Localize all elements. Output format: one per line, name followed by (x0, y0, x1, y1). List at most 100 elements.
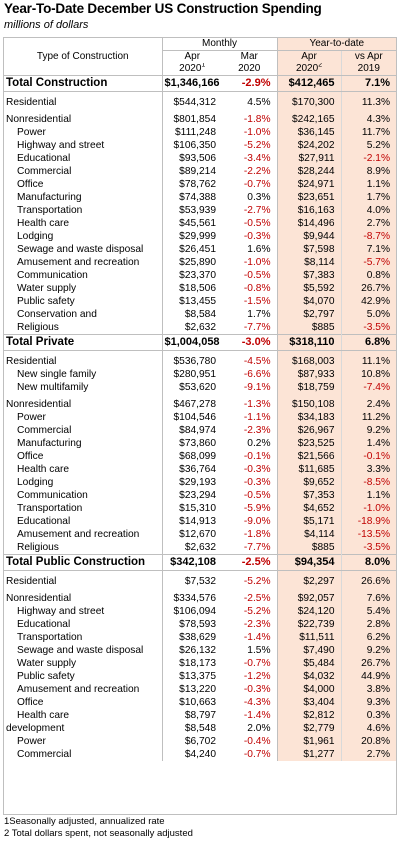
spacer-cell (222, 588, 278, 592)
construction-type-cell: Communication (17, 490, 88, 501)
mar-2020-change-cell: -2.7% (222, 204, 278, 217)
mar-2020-change-cell: -7.7% (222, 541, 278, 555)
spacer-cell (277, 570, 342, 575)
vs-apr-2019-change-cell: 11.7% (340, 126, 397, 139)
table-row: Religious $2,632 -7.7% $885 -3.5% (4, 541, 397, 555)
spacer-row (4, 570, 397, 575)
vs-apr-2019-change-cell: 6.8% (340, 334, 397, 351)
construction-type-cell: Water supply (17, 283, 77, 294)
construction-type-cell: Nonresidential (6, 593, 72, 604)
apr-2020-value-cell: $1,004,058 (161, 334, 222, 351)
mar-2020-change-cell: 0.3% (222, 191, 278, 204)
header-row-years: 20201 2020 20202 2019 (4, 63, 397, 76)
construction-type-cell: Manufacturing (17, 438, 82, 449)
header-ytd-apr-month: Apr (277, 50, 342, 63)
table-row: Health care $45,561 -0.5% $14,496 2.7% (4, 217, 397, 230)
table-row: Office $78,762 -0.7% $24,971 1.1% (4, 178, 397, 191)
vs-apr-2019-change-cell: 7.1% (340, 243, 397, 256)
vs-apr-2019-change-cell: -5.7% (340, 256, 397, 269)
vs-apr-2019-change-cell: 20.8% (340, 735, 397, 748)
construction-type-cell: Lodging (17, 477, 54, 488)
vs-apr-2019-change-cell: 3.8% (340, 683, 397, 696)
ytd-apr-2020-value-cell: $885 (277, 321, 342, 335)
vs-apr-2019-change-cell: 4.6% (340, 722, 397, 735)
table-row: New multifamily $53,620 -9.1% $18,759 -7.4% (4, 381, 397, 394)
spacer-cell (161, 394, 222, 398)
table-row: Public safety $13,455 -1.5% $4,070 42.9% (4, 295, 397, 308)
mar-2020-change-cell: 1.7% (222, 308, 278, 321)
construction-type-cell: Conservation and (17, 309, 97, 320)
mar-2020-change-cell: -5.2% (222, 139, 278, 152)
apr-2020-value-cell: $15,310 (161, 502, 222, 515)
apr-2020-value-cell: $84,974 (161, 424, 222, 437)
construction-type-cell: Religious (17, 322, 59, 333)
vs-apr-2019-change-cell: 8.0% (340, 554, 397, 571)
table-row: Nonresidential $801,854 -1.8% $242,165 4.3% (4, 113, 397, 126)
spacer-row (4, 91, 397, 96)
ytd-apr-2020-value-cell: $21,566 (277, 450, 342, 463)
footnote-2: 2 Total dollars spent, not seasonally ad… (4, 828, 193, 839)
vs-apr-2019-change-cell: 10.8% (340, 368, 397, 381)
mar-2020-change-cell: -9.0% (222, 515, 278, 528)
mar-2020-change-cell: 1.5% (222, 644, 278, 657)
construction-type-cell: Highway and street (17, 140, 105, 151)
footnote-marker-2: 2 (318, 63, 323, 69)
table-row: Transportation $15,310 -5.9% $4,652 -1.0% (4, 502, 397, 515)
vs-apr-2019-change-cell: 8.9% (340, 165, 397, 178)
mar-2020-change-cell: -1.5% (222, 295, 278, 308)
vs-apr-2019-change-cell: 11.1% (340, 355, 397, 368)
apr-2020-value-cell: $93,506 (161, 152, 222, 165)
spacer-cell (277, 91, 342, 96)
ytd-apr-2020-value-cell: $5,592 (277, 282, 342, 295)
ytd-apr-2020-value-cell: $5,171 (277, 515, 342, 528)
apr-2020-value-cell: $280,951 (161, 368, 222, 381)
spacer-cell (277, 588, 342, 592)
ytd-apr-2020-value-cell: $22,739 (277, 618, 342, 631)
header-apr-year: 20201 (161, 63, 222, 76)
construction-type-cell: Manufacturing (17, 192, 82, 203)
apr-2020-value-cell: $29,999 (161, 230, 222, 243)
vs-apr-2019-change-cell: 26.7% (340, 657, 397, 670)
spacer-cell (340, 109, 397, 113)
ytd-apr-2020-value-cell: $4,032 (277, 670, 342, 683)
vs-apr-2019-change-cell: 44.9% (340, 670, 397, 683)
table-row: New single family $280,951 -6.6% $87,933 10.… (4, 368, 397, 381)
spending-table-body: Type of Construction Monthly Year-to-dat… (4, 38, 397, 761)
spacer-row (4, 109, 397, 113)
table-row: Power $6,702 -0.4% $1,961 20.8% (4, 735, 397, 748)
ytd-apr-2020-value-cell: $2,812 (277, 709, 342, 722)
spacer-cell (222, 350, 278, 355)
spacer-cell (222, 394, 278, 398)
header-ytd-apr-year: 20202 (277, 63, 342, 76)
table-row: development $8,548 2.0% $2,779 4.6% (4, 722, 397, 735)
vs-apr-2019-change-cell: 1.1% (340, 178, 397, 191)
spacer-cell (161, 91, 222, 96)
vs-apr-2019-change-cell: -0.1% (340, 450, 397, 463)
header-year-to-date: Year-to-date (277, 38, 397, 51)
construction-type-cell: Public safety (17, 671, 75, 682)
header-apr-year-text: 2020 (179, 63, 202, 74)
mar-2020-change-cell: -0.7% (222, 748, 278, 761)
vs-apr-2019-change-cell: 1.4% (340, 437, 397, 450)
ytd-apr-2020-value-cell: $2,297 (277, 575, 342, 588)
apr-2020-value-cell: $111,248 (161, 126, 222, 139)
mar-2020-change-cell: -0.3% (222, 683, 278, 696)
table-row: Communication $23,370 -0.5% $7,383 0.8% (4, 269, 397, 282)
mar-2020-change-cell: -5.2% (222, 575, 278, 588)
apr-2020-value-cell: $26,451 (161, 243, 222, 256)
table-row: Transportation $38,629 -1.4% $11,511 6.2% (4, 631, 397, 644)
spacer-cell (277, 109, 342, 113)
spacer-cell (161, 570, 222, 575)
table-row: Water supply $18,173 -0.7% $5,484 26.7% (4, 657, 397, 670)
construction-type-cell: Residential (6, 576, 57, 587)
vs-apr-2019-change-cell: 6.2% (340, 631, 397, 644)
vs-apr-2019-change-cell: 7.6% (340, 592, 397, 605)
mar-2020-change-cell: -0.3% (222, 463, 278, 476)
ytd-apr-2020-value-cell: $18,759 (277, 381, 342, 394)
table-row: Sewage and waste disposal $26,132 1.5% $7,4… (4, 644, 397, 657)
ytd-apr-2020-value-cell: $3,404 (277, 696, 342, 709)
spacer-row (4, 394, 397, 398)
spacer-cell (161, 109, 222, 113)
mar-2020-change-cell: -1.0% (222, 256, 278, 269)
vs-apr-2019-change-cell: -1.0% (340, 502, 397, 515)
